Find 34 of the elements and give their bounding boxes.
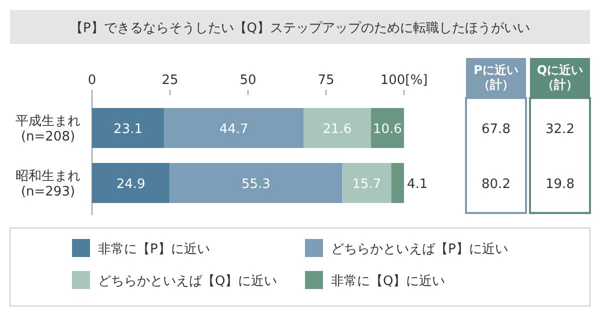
data-label: 55.3: [241, 177, 270, 192]
text: 67.8: [482, 122, 510, 137]
y-tick-label: 平成生まれ (n=208): [16, 114, 80, 145]
x-tick-label: 25: [162, 73, 178, 88]
bar: [164, 108, 304, 148]
legend-label: 非常に【Q】に近い: [331, 274, 446, 289]
bar: [342, 163, 392, 203]
x-tick-label: 75: [318, 73, 334, 88]
data-label: 4.1: [407, 177, 428, 192]
y-tick-label: 昭和生まれ (n=293): [16, 169, 80, 200]
data-label: 21.6: [322, 122, 352, 137]
bar: [92, 163, 170, 203]
x-tick-label: 0: [88, 73, 96, 88]
legend-label: 非常に【P】に近い: [98, 242, 210, 257]
data-label: 15.7: [352, 177, 382, 192]
text: 19.8: [546, 177, 574, 192]
data-label: 23.1: [114, 122, 143, 137]
bar: [304, 108, 371, 148]
bar: [92, 108, 164, 148]
x-tick-label: 50: [240, 73, 256, 88]
text: 32.2: [546, 122, 574, 137]
text: Pに近い（計）: [474, 63, 518, 92]
text: Qに近い（計）: [536, 63, 584, 92]
bar: [370, 108, 404, 148]
chart-title: 【P】できるならそうしたい【Q】ステップアップのために転職したほうがいい: [70, 21, 530, 36]
data-label: 10.6: [372, 122, 402, 137]
data-label: 44.7: [219, 122, 248, 137]
bar: [391, 163, 404, 203]
x-tick-label: 100[%]: [380, 73, 428, 88]
text: 80.2: [482, 177, 510, 192]
data-label: 24.9: [116, 177, 146, 192]
bar: [170, 163, 342, 203]
legend-label: どちらかといえば【P】に近い: [331, 242, 508, 257]
legend-label: どちらかといえば【Q】に近い: [98, 274, 278, 289]
